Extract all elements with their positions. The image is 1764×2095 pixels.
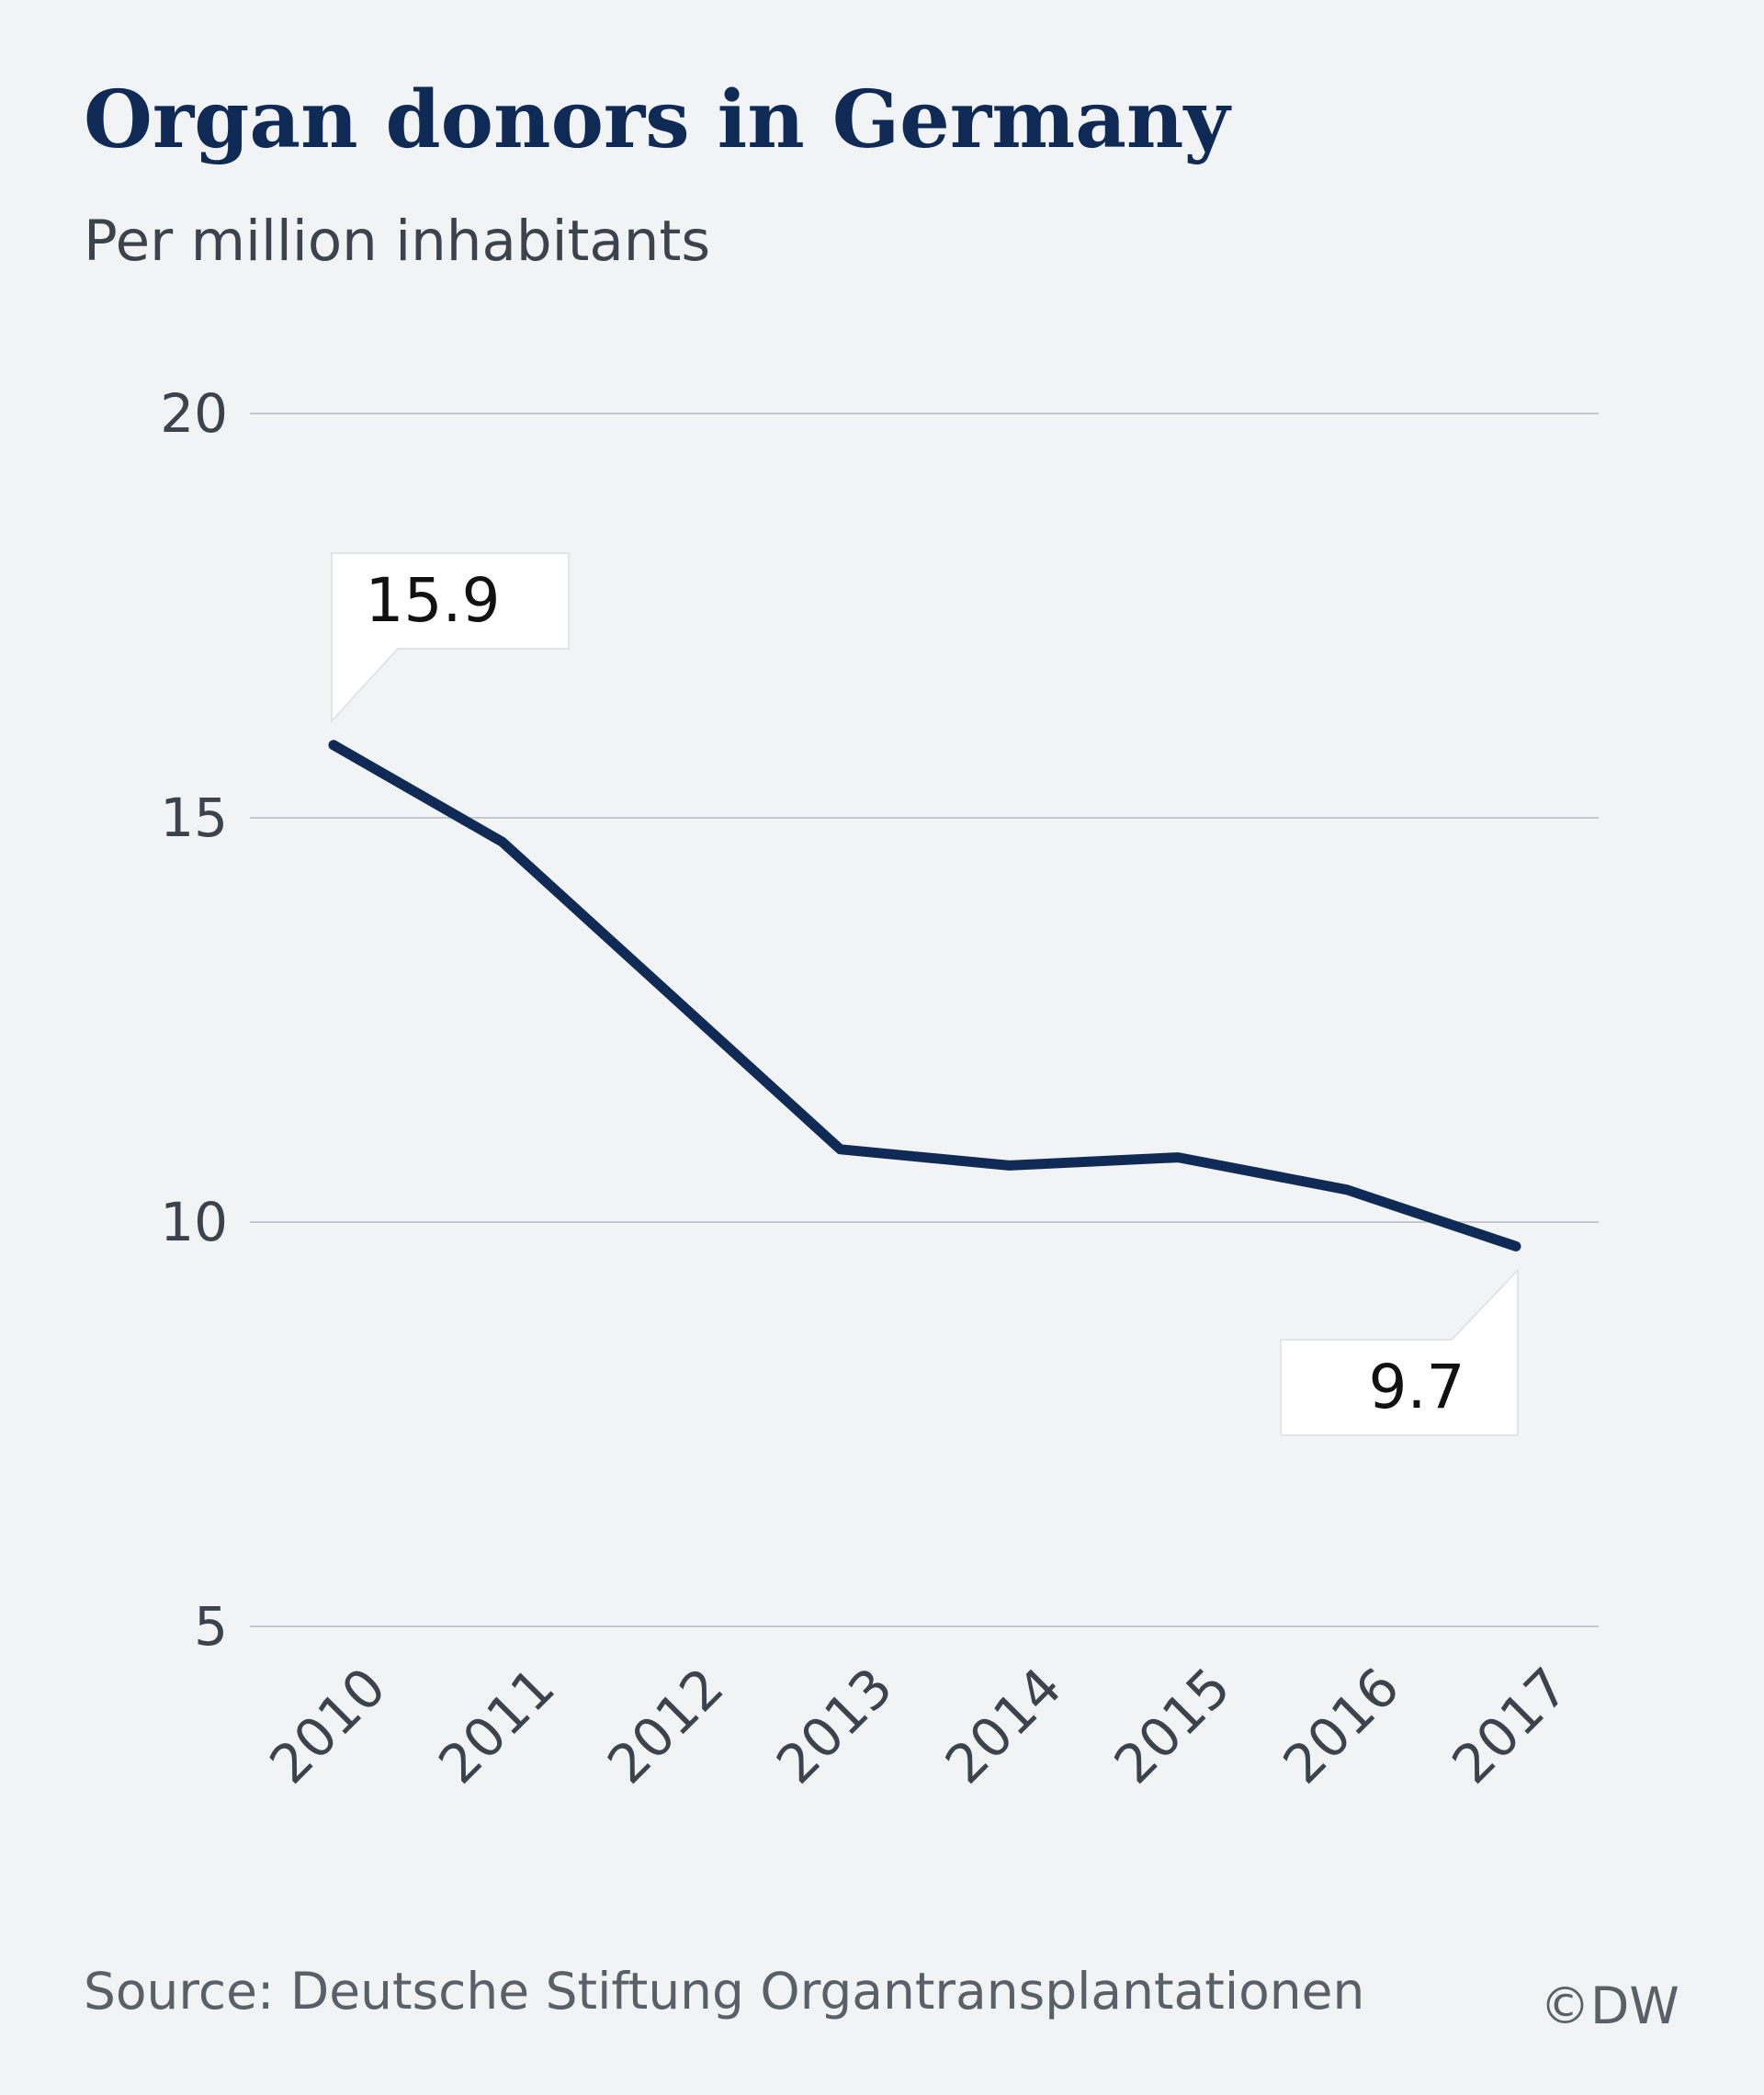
source-note: Source: Deutsche Stiftung Organtransplan… [84, 1962, 1365, 2021]
annotation-callout-9.7: 9.7 [1280, 1267, 1519, 1436]
y-tick-label-10: 10 [160, 1191, 228, 1253]
series-line-0 [328, 740, 1521, 1251]
annotations: 15.9 9.7 [331, 552, 1519, 1436]
x-axis-tick-labels: 2010 2011 2012 2013 2014 2015 2016 2017 [257, 1656, 1579, 1795]
x-tick-label-2013: 2013 [764, 1656, 904, 1795]
gridlines [250, 413, 1599, 1627]
x-tick-label-2012: 2012 [595, 1656, 735, 1795]
annotation-callout-15.9: 15.9 [331, 552, 570, 724]
x-tick-label-2015: 2015 [1102, 1656, 1242, 1795]
dw-credit: ©DW [1540, 1976, 1679, 2035]
x-tick-label-2016: 2016 [1272, 1656, 1411, 1795]
annotation-box-15.9 [331, 552, 570, 724]
y-tick-label-5: 5 [194, 1595, 228, 1658]
x-tick-label-2017: 2017 [1440, 1656, 1579, 1795]
annotation-label-15.9: 15.9 [366, 565, 501, 636]
series [328, 740, 1521, 1251]
annotation-box-9.7 [1280, 1267, 1519, 1436]
annotation-label-9.7: 9.7 [1369, 1352, 1465, 1422]
x-tick-label-2011: 2011 [426, 1656, 566, 1795]
x-tick-label-2014: 2014 [933, 1656, 1073, 1795]
y-axis-tick-labels: 5 10 15 20 [160, 382, 228, 1658]
x-tick-label-2010: 2010 [257, 1656, 397, 1795]
chart-title: Organ donors in Germany [84, 74, 1230, 166]
chart-subtitle: Per million inhabitants [84, 209, 711, 274]
y-tick-label-15: 15 [160, 787, 228, 849]
y-tick-label-20: 20 [160, 382, 228, 445]
